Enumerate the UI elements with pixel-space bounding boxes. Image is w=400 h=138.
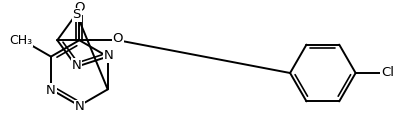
Text: N: N <box>103 49 113 62</box>
Text: N: N <box>74 100 84 113</box>
Text: CH₃: CH₃ <box>9 34 32 47</box>
Text: S: S <box>72 8 81 21</box>
Text: O: O <box>74 1 84 14</box>
Text: O: O <box>113 32 123 45</box>
Text: Cl: Cl <box>381 67 394 79</box>
Text: N: N <box>46 84 56 97</box>
Text: N: N <box>72 59 82 72</box>
